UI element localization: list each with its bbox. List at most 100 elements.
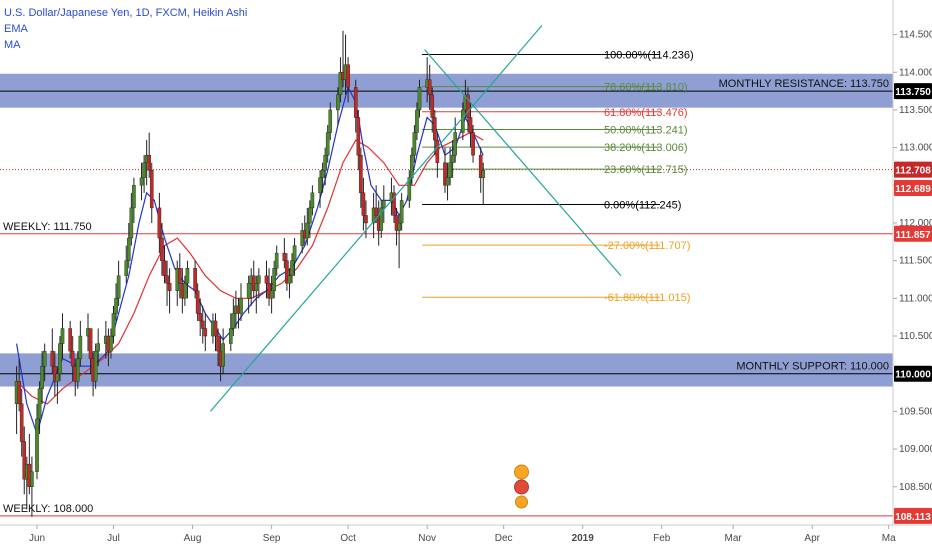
- candle-body: [478, 154, 483, 178]
- candle: [147, 132, 152, 178]
- candle-body: [160, 237, 164, 261]
- candle: [481, 162, 486, 205]
- tag-112689: 112.689: [894, 180, 932, 197]
- candle-body: [162, 260, 167, 276]
- falling-trend-line: [424, 49, 622, 277]
- x-tick-label: Jul: [107, 533, 120, 544]
- candle: [142, 155, 146, 193]
- candle-body: [193, 268, 197, 292]
- candle: [274, 245, 279, 276]
- candle: [407, 170, 412, 208]
- candle-body: [305, 222, 310, 239]
- candle: [292, 238, 297, 276]
- price-tag-bg: [894, 180, 932, 197]
- candle: [55, 366, 60, 404]
- candle-body: [132, 185, 136, 209]
- candle-body: [60, 328, 65, 344]
- candle-body: [430, 94, 435, 118]
- tag-110000: 110.000: [894, 365, 932, 382]
- candle: [195, 283, 200, 321]
- candle: [305, 207, 310, 246]
- candle-body: [239, 298, 243, 314]
- candle-body: [109, 335, 113, 352]
- candle: [177, 253, 182, 299]
- price-tag-text: 113.750: [895, 87, 931, 98]
- candle-body: [55, 373, 60, 382]
- x-tick-label: Jun: [29, 533, 45, 544]
- candle-body: [50, 350, 55, 367]
- rising-trend-line: [209, 25, 543, 412]
- candle: [239, 283, 243, 321]
- candle: [346, 57, 350, 103]
- candle: [450, 140, 455, 178]
- candle: [338, 57, 343, 103]
- candle: [58, 336, 62, 382]
- candle-body: [37, 388, 42, 420]
- candle: [399, 192, 404, 231]
- candle-body: [274, 252, 279, 269]
- fib-level-label: 38.20%(113.006): [604, 142, 688, 154]
- candle-body: [310, 192, 315, 209]
- candle: [254, 275, 259, 314]
- candle-body: [453, 132, 458, 156]
- candle: [183, 275, 187, 306]
- fib-level-label: 0.00%(112.245): [604, 200, 681, 212]
- fib-level-label: 61.80%(113.476): [604, 107, 688, 119]
- chart-legend: U.S. Dollar/Japanese Yen, 1D, FXCM, Heik…: [4, 5, 247, 53]
- candle-body: [410, 154, 414, 178]
- candle: [246, 275, 251, 314]
- candle: [221, 328, 225, 374]
- candle-body: [30, 471, 34, 487]
- candle: [272, 260, 276, 299]
- candle: [325, 125, 330, 163]
- candle: [22, 426, 27, 495]
- candle-body: [282, 252, 287, 261]
- candle-body: [448, 162, 452, 178]
- candle-body: [292, 245, 297, 261]
- weekly-108000-label: WEEKLY: 108.000: [3, 503, 93, 515]
- price-tag-bg: [894, 225, 932, 242]
- event-marker-icon: [514, 479, 529, 495]
- candle-body: [412, 132, 417, 156]
- y-tick-label: 114.000: [899, 67, 932, 78]
- candle: [216, 328, 220, 367]
- candle-body: [78, 335, 83, 359]
- candle: [359, 147, 363, 208]
- candle-body: [325, 132, 330, 156]
- candle-body: [336, 94, 340, 111]
- candle-body: [70, 350, 75, 367]
- candle-body: [68, 328, 72, 352]
- ema-legend: EMA: [4, 23, 28, 35]
- candle: [132, 177, 136, 223]
- candle-body: [93, 350, 98, 382]
- candle-body: [42, 350, 47, 367]
- candle: [328, 102, 333, 141]
- candle-body: [415, 109, 419, 133]
- y-tick-label: 111.500: [899, 256, 932, 267]
- candle: [231, 298, 236, 337]
- candle-body: [157, 207, 162, 239]
- monthly-support-label: MONTHLY SUPPORT: 110.000: [736, 361, 889, 373]
- candle-body: [468, 117, 473, 133]
- y-tick-label: 112.000: [899, 218, 932, 229]
- candle-body: [129, 207, 134, 239]
- candle: [392, 185, 396, 223]
- candle-body: [353, 87, 358, 118]
- candle: [213, 313, 218, 352]
- fib-level-label: -61.80%(111.015): [604, 292, 690, 304]
- price-tag-text: 108.113: [895, 512, 931, 523]
- candle: [435, 132, 440, 178]
- candle-body: [221, 343, 225, 367]
- candle: [364, 200, 368, 239]
- candle: [466, 87, 470, 133]
- price-tag-bg: [894, 161, 932, 178]
- candle: [60, 313, 65, 359]
- candle: [19, 388, 24, 457]
- candle: [111, 305, 116, 344]
- price-tag-text: 112.708: [895, 166, 931, 177]
- candle: [40, 351, 44, 404]
- price-tag-bg: [894, 365, 932, 382]
- plot-area: 100.00%(114.236) 78.60%(113.810) 61.80%(11…: [0, 25, 893, 517]
- candle-body: [183, 283, 187, 299]
